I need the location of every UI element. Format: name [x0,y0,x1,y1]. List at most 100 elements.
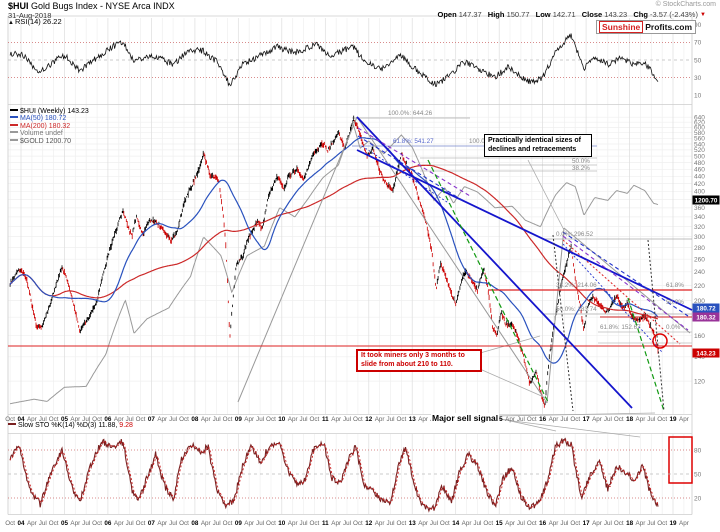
sto-panel [8,437,692,513]
svg-text:Apr: Apr [462,520,472,527]
svg-text:61.8%: 541.27: 61.8%: 541.27 [393,138,434,145]
svg-text:04: 04 [17,416,25,423]
svg-text:Apr: Apr [505,520,515,527]
grid [7,15,693,515]
svg-text:Jul: Jul [604,416,612,423]
svg-text:Oct: Oct [179,416,189,423]
annotation-miners-line2: slide from about 210 to 110. [361,360,453,368]
ma200-swatch-icon [10,123,18,126]
svg-text:80: 80 [694,447,702,454]
svg-text:1200.70: 1200.70 [695,197,718,204]
svg-text:Oct: Oct [483,520,493,527]
svg-text:Oct: Oct [92,520,102,527]
svg-text:Oct: Oct [614,520,624,527]
svg-text:Apr: Apr [592,416,602,423]
svg-text:480: 480 [694,160,705,167]
svg-text:Jul: Jul [604,520,612,527]
svg-text:Jul: Jul [430,520,438,527]
svg-text:Jul: Jul [386,520,394,527]
high-label: High [487,10,505,19]
ticker-name: Gold Bugs Index - NYSE Arca INDX [28,1,175,11]
svg-text:420: 420 [694,181,705,188]
svg-text:18: 18 [626,416,634,423]
svg-text:Jul: Jul [343,520,351,527]
svg-text:Apr: Apr [636,416,646,423]
svg-text:300: 300 [694,234,705,241]
fib-level-lines [352,117,692,344]
gold-swatch-icon [10,138,18,141]
svg-text:Jul: Jul [300,520,308,527]
svg-text:Apr: Apr [27,416,37,423]
svg-text:07: 07 [148,416,156,423]
svg-text:Oct: Oct [266,520,276,527]
svg-text:Oct: Oct [5,416,15,423]
svg-text:0.0%: 0.0% [666,324,681,331]
svg-text:Apr: Apr [157,520,167,527]
svg-text:09: 09 [235,416,243,423]
svg-text:560: 560 [694,136,705,143]
svg-text:15: 15 [496,416,504,423]
legend-ma50: MA(50) 180.72 [10,115,89,122]
svg-text:Apr: Apr [114,520,124,527]
chg-label: Chg [633,10,648,19]
svg-text:Oct: Oct [614,416,624,423]
svg-text:Apr: Apr [244,520,254,527]
svg-text:360: 360 [694,205,705,212]
svg-text:Apr: Apr [244,416,254,423]
sto-swatch-icon [8,423,16,425]
svg-text:Jul: Jul [517,416,525,423]
svg-text:0.0%: 296.52: 0.0%: 296.52 [556,231,594,238]
svg-text:Oct: Oct [5,520,15,527]
chart-title: $HUI Gold Bugs Index - NYSE Arca INDX [8,1,175,11]
svg-text:Oct: Oct [136,520,146,527]
svg-text:Apr: Apr [418,416,428,423]
svg-text:Jul: Jul [386,416,394,423]
svg-text:08: 08 [191,416,199,423]
svg-text:Apr: Apr [549,416,559,423]
svg-text:Apr: Apr [375,416,385,423]
svg-text:38.2%: 214.06: 38.2%: 214.06 [556,282,597,289]
svg-text:06: 06 [104,520,112,527]
svg-text:Jul: Jul [213,520,221,527]
ticker-symbol: $HUI [8,1,29,11]
svg-text:440: 440 [694,174,705,181]
svg-text:Oct: Oct [570,520,580,527]
indicator-icon: ▲ [8,20,14,26]
svg-text:320: 320 [694,224,705,231]
svg-text:Oct: Oct [353,520,363,527]
svg-text:400: 400 [694,189,705,196]
svg-text:90: 90 [694,22,702,29]
close-value: 143.23 [604,10,628,19]
svg-text:Oct: Oct [527,520,537,527]
svg-text:07: 07 [148,520,156,527]
svg-text:Apr: Apr [418,520,428,527]
svg-text:05: 05 [61,520,69,527]
svg-text:Jul: Jul [256,520,264,527]
svg-text:Oct: Oct [396,520,406,527]
low-value: 142.71 [552,10,576,19]
sunshine-profits-logo: Sunshine Profits.com [596,20,697,34]
svg-text:600: 600 [694,125,705,132]
svg-text:Apr: Apr [70,416,80,423]
svg-text:Oct: Oct [49,416,59,423]
ma50-line [9,137,659,364]
legend-ma200-text: MA(200) 180.32 [20,122,71,130]
annotation-miners-line1: It took miners only 3 months to [361,352,465,359]
svg-text:180.72: 180.72 [696,305,716,312]
svg-text:18: 18 [626,520,634,527]
svg-text:Oct: Oct [396,416,406,423]
svg-text:10: 10 [278,416,286,423]
svg-text:Oct: Oct [657,520,667,527]
svg-text:Apr: Apr [636,520,646,527]
chart-date: 31-Aug-2018 [8,11,52,20]
svg-text:Oct: Oct [49,520,59,527]
gold-line [9,124,659,405]
legend-gold: $GOLD 1200.70 [10,138,89,145]
svg-text:Apr: Apr [288,520,298,527]
svg-text:08: 08 [191,520,199,527]
svg-text:06: 06 [104,416,112,423]
svg-text:10: 10 [278,520,286,527]
stockcharts-copyright: © StockCharts.com [655,1,716,8]
svg-text:Oct: Oct [657,416,667,423]
svg-text:10: 10 [694,93,702,100]
